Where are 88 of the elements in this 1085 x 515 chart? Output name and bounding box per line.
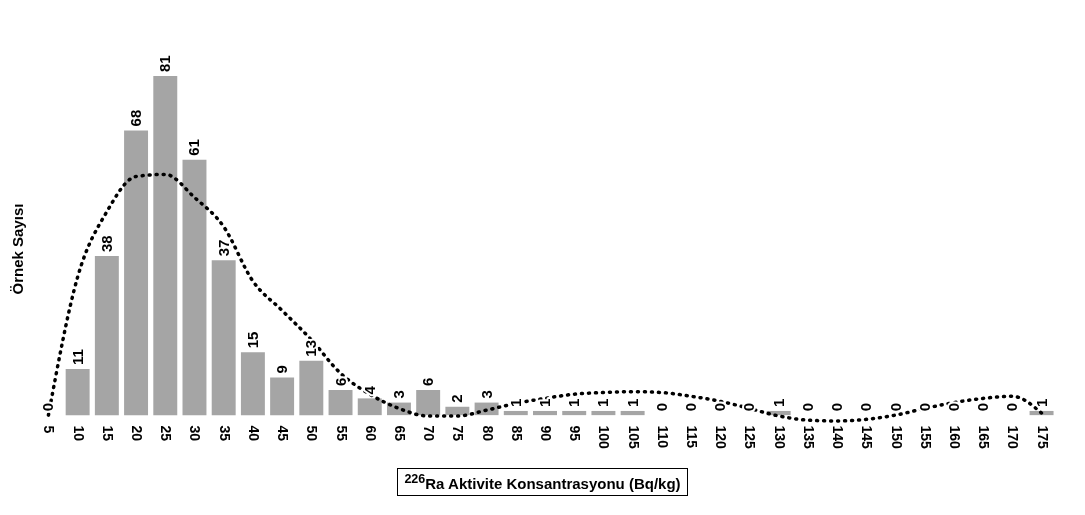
bar	[94, 256, 119, 416]
bar	[533, 410, 557, 416]
data-label: 4	[360, 385, 378, 395]
bar	[182, 159, 207, 416]
bar	[124, 130, 149, 416]
x-tick-label: 120	[713, 425, 730, 450]
data-label: 0	[857, 402, 875, 412]
data-label: 0	[740, 402, 758, 412]
data-label: 0	[1003, 402, 1021, 412]
data-label: 9	[273, 365, 291, 374]
data-label: 3	[477, 390, 495, 399]
x-tick-label: 130	[771, 425, 788, 450]
x-tick-label: 10	[70, 425, 87, 442]
x-tick-label: 95	[567, 425, 584, 442]
bar	[328, 390, 353, 416]
x-tick-label: 105	[625, 425, 642, 450]
data-label: 0	[944, 402, 962, 412]
x-tick-label: 115	[684, 425, 701, 449]
bar	[65, 369, 90, 416]
bar	[503, 410, 528, 416]
data-label: 1	[536, 398, 553, 407]
x-tick-label: 25	[158, 425, 175, 442]
x-tick-label: 55	[333, 425, 350, 442]
data-label: 0	[974, 402, 992, 412]
data-label: 0	[39, 402, 57, 412]
data-label: 0	[711, 402, 729, 412]
x-tick-label: 135	[800, 425, 817, 450]
x-tick-label: 150	[888, 425, 905, 450]
data-label: 0	[798, 402, 816, 412]
bar	[357, 398, 382, 416]
x-tick-label: 70	[421, 425, 438, 442]
x-tick-label: 90	[538, 425, 554, 442]
data-label: 0	[828, 402, 846, 412]
data-label: 0	[886, 402, 904, 412]
bar	[591, 410, 616, 416]
x-tick-label: 40	[245, 425, 262, 442]
bar	[270, 377, 295, 416]
bar	[416, 390, 441, 416]
x-tick-label: 125	[742, 425, 759, 450]
x-tick-label: 75	[450, 425, 467, 442]
x-tick-label: 60	[362, 425, 379, 442]
bar	[153, 76, 178, 416]
bar	[211, 260, 236, 416]
data-label: 0	[682, 402, 700, 412]
data-label: 2	[448, 394, 466, 403]
data-label: 1	[1032, 398, 1050, 407]
data-label: 1	[565, 398, 583, 407]
bar	[445, 406, 470, 416]
y-axis-title: Örnek Sayısı	[8, 203, 26, 295]
x-tick-label: 80	[479, 425, 496, 442]
x-tick-label: 20	[129, 425, 146, 442]
x-tick-label: 15	[99, 425, 116, 442]
bar	[240, 352, 265, 416]
x-tick-label: 45	[275, 425, 292, 442]
data-label: 1	[623, 398, 641, 407]
x-tick-label: 160	[946, 425, 963, 450]
x-tick-label: 35	[216, 425, 233, 442]
data-label: 1	[594, 398, 612, 407]
data-label: 38	[97, 235, 115, 253]
bar	[562, 410, 587, 416]
data-label: 1	[769, 398, 787, 407]
x-tick-label: 65	[391, 425, 408, 442]
x-tick-label: 145	[859, 425, 876, 450]
x-tick-label: 165	[976, 425, 993, 450]
x-tick-label: 50	[304, 425, 321, 442]
bar	[299, 360, 324, 416]
data-label: 6	[419, 377, 437, 387]
data-label: 0	[652, 402, 670, 412]
x-tick-label: 5	[41, 425, 58, 434]
x-tick-label: 170	[1005, 425, 1022, 450]
x-axis-title: $^{226}$Ra Aktivite Konsantrasyonu (Bq/kg)	[397, 468, 688, 496]
data-label: 11	[68, 349, 86, 366]
data-label: 61	[185, 139, 203, 156]
x-tick-label: 140	[830, 425, 847, 450]
data-label: 3	[389, 390, 407, 399]
x-tick-label: 30	[187, 425, 204, 442]
data-label: 15	[243, 331, 261, 349]
data-label: 37	[214, 239, 232, 257]
bar	[620, 410, 645, 416]
x-tick-label: 175	[1034, 425, 1051, 450]
data-label: 68	[127, 109, 145, 127]
x-tick-label: 110	[654, 425, 671, 449]
data-label: 81	[156, 55, 174, 72]
x-tick-label: 155	[917, 425, 934, 450]
x-tick-label: 100	[596, 425, 613, 450]
x-tick-label: 85	[508, 425, 525, 442]
data-label: 13	[302, 340, 320, 357]
data-label: 6	[331, 377, 349, 387]
